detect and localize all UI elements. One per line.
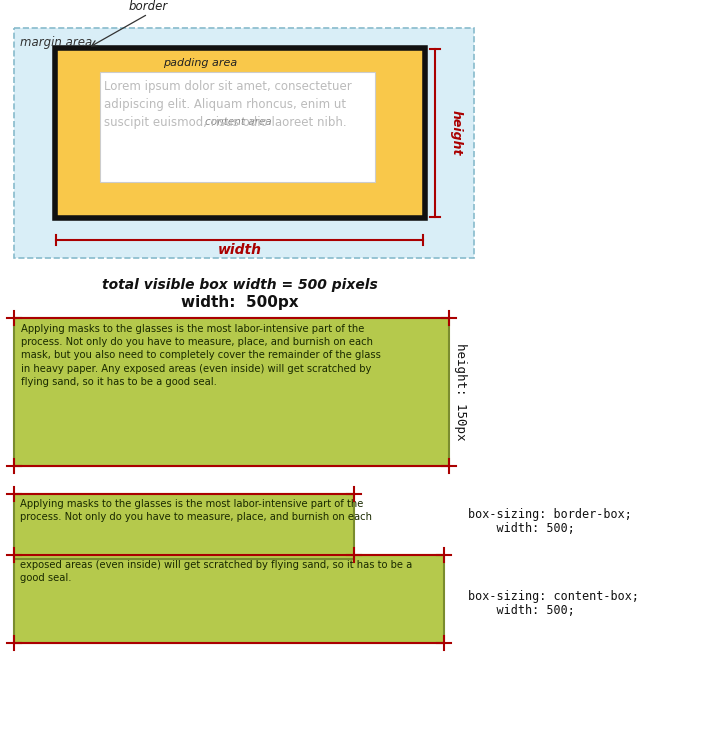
Text: content area: content area <box>204 117 271 127</box>
Text: width: width <box>218 243 262 257</box>
Text: width: 500;: width: 500; <box>468 604 575 617</box>
Text: height: height <box>450 110 463 156</box>
Text: exposed areas (even inside) will get scratched by flying sand, so it has to be a: exposed areas (even inside) will get scr… <box>20 560 412 583</box>
Text: width: 500;: width: 500; <box>468 522 575 535</box>
Bar <box>14 28 474 258</box>
Bar <box>55 48 425 218</box>
Text: box-sizing: border-box;: box-sizing: border-box; <box>468 508 632 521</box>
Text: Applying masks to the glasses is the most labor-intensive part of the
process. N: Applying masks to the glasses is the mos… <box>21 324 381 387</box>
Text: border: border <box>128 0 168 13</box>
Bar <box>14 555 444 643</box>
Text: box-sizing: content-box;: box-sizing: content-box; <box>468 590 639 603</box>
Text: height: 150px: height: 150px <box>453 344 467 441</box>
Bar <box>14 318 449 466</box>
Bar <box>100 72 375 182</box>
Text: Applying masks to the glasses is the most labor-intensive part of the
process. N: Applying masks to the glasses is the mos… <box>20 499 372 522</box>
Text: margin area: margin area <box>20 36 92 49</box>
Text: total visible box width = 500 pixels: total visible box width = 500 pixels <box>102 278 378 292</box>
Text: Lorem ipsum dolor sit amet, consectetuer
adipiscing elit. Aliquam rhoncus, enim : Lorem ipsum dolor sit amet, consectetuer… <box>104 80 352 129</box>
Bar <box>14 494 354 559</box>
Text: padding area: padding area <box>163 58 237 68</box>
Text: width:  500px: width: 500px <box>181 295 299 310</box>
